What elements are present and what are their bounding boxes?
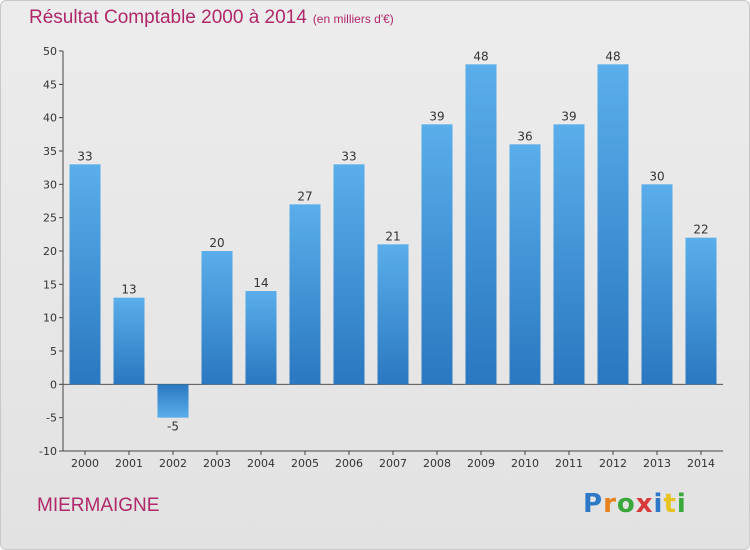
chart-title: Résultat Comptable 2000 à 2014 (en millie… xyxy=(29,7,394,28)
bar-2002 xyxy=(157,384,189,418)
y-tick-label: 35 xyxy=(43,145,57,158)
bar-2004 xyxy=(245,291,277,385)
x-tick-label: 2009 xyxy=(467,457,495,470)
data-label-2011: 39 xyxy=(561,109,576,123)
bar-2012 xyxy=(597,64,629,385)
logo-letter: t xyxy=(663,489,677,519)
logo-letter: i xyxy=(653,489,664,519)
data-label-2005: 27 xyxy=(297,189,312,203)
bar-2001 xyxy=(113,297,145,385)
x-tick-label: 2014 xyxy=(687,457,715,470)
data-label-2009: 48 xyxy=(473,49,488,63)
data-label-2004: 14 xyxy=(253,276,268,290)
data-label-2007: 21 xyxy=(385,229,400,243)
data-label-2003: 20 xyxy=(209,236,224,250)
x-tick-label: 2003 xyxy=(203,457,231,470)
data-label-2006: 33 xyxy=(341,149,356,163)
bar-2000 xyxy=(69,164,101,385)
x-tick-label: 2008 xyxy=(423,457,451,470)
x-tick-label: 2006 xyxy=(335,457,363,470)
data-label-2000: 33 xyxy=(77,149,92,163)
y-tick-label: 20 xyxy=(43,245,57,258)
bar-2006 xyxy=(333,164,365,385)
y-tick-label: 0 xyxy=(50,378,57,391)
y-tick-label: 15 xyxy=(43,278,57,291)
bar-2010 xyxy=(509,144,541,385)
bar-2009 xyxy=(465,64,497,385)
x-tick-label: 2010 xyxy=(511,457,539,470)
x-tick-label: 2007 xyxy=(379,457,407,470)
x-tick-label: 2000 xyxy=(71,457,99,470)
x-tick-label: 2012 xyxy=(599,457,627,470)
bar-2005 xyxy=(289,204,321,385)
data-label-2012: 48 xyxy=(605,49,620,63)
data-label-2001: 13 xyxy=(121,283,136,297)
y-tick-label: 10 xyxy=(43,312,57,325)
x-tick-label: 2013 xyxy=(643,457,671,470)
bar-2003 xyxy=(201,251,233,385)
logo-letter: r xyxy=(603,489,617,519)
y-tick-label: -5 xyxy=(46,412,57,425)
y-tick-label: -10 xyxy=(39,445,57,458)
x-tick-label: 2005 xyxy=(291,457,319,470)
bar-2011 xyxy=(553,124,585,385)
bar-2008 xyxy=(421,124,453,385)
x-tick-label: 2004 xyxy=(247,457,275,470)
commune-name: MIERMAIGNE xyxy=(37,495,160,516)
x-tick-label: 2011 xyxy=(555,457,583,470)
data-label-2010: 36 xyxy=(517,129,532,143)
logo-letter: x xyxy=(635,489,654,519)
x-tick-label: 2001 xyxy=(115,457,143,470)
data-label-2013: 30 xyxy=(649,169,664,183)
data-label-2014: 22 xyxy=(693,223,708,237)
y-tick-label: 25 xyxy=(43,212,57,225)
chart-subtitle: (en milliers d'€) xyxy=(312,12,394,26)
y-tick-label: 45 xyxy=(43,78,57,91)
data-label-2002: -5 xyxy=(167,420,179,434)
y-tick-label: 30 xyxy=(43,178,57,191)
bar-2007 xyxy=(377,244,409,385)
proxiti-logo: Proxiti xyxy=(583,489,687,519)
logo-letter: o xyxy=(616,489,636,519)
y-tick-label: 50 xyxy=(43,45,57,58)
logo-letter: P xyxy=(583,489,604,519)
bar-2013 xyxy=(641,184,673,385)
x-tick-label: 2002 xyxy=(159,457,187,470)
logo-letter: i xyxy=(676,489,687,519)
bar-2014 xyxy=(685,237,717,385)
data-label-2008: 39 xyxy=(429,109,444,123)
y-tick-label: 5 xyxy=(50,345,57,358)
y-tick-label: 40 xyxy=(43,112,57,125)
